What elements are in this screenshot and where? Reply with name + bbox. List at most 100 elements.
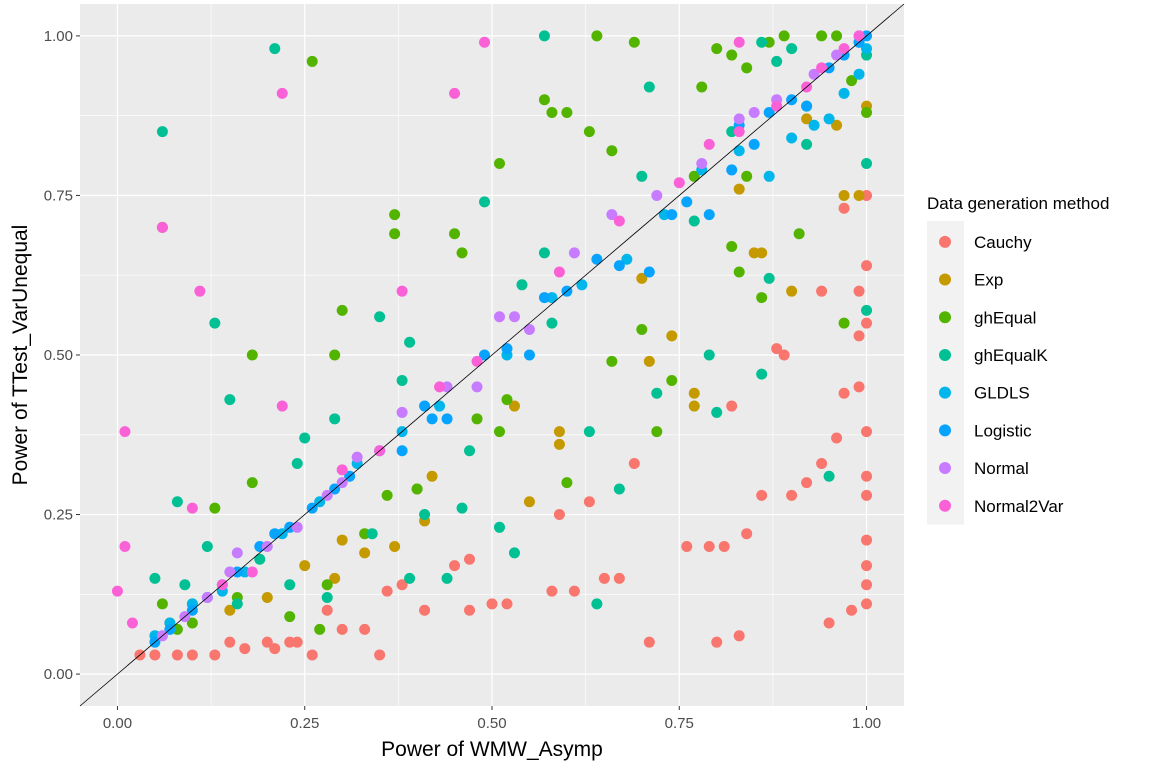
legend-label: Normal	[974, 459, 1029, 478]
data-point	[733, 145, 745, 157]
data-point	[823, 113, 835, 125]
data-point	[688, 215, 700, 227]
data-point	[696, 81, 708, 93]
data-point	[771, 55, 783, 67]
data-point	[224, 394, 236, 406]
x-tick-label: 0.25	[290, 715, 319, 732]
data-point	[838, 189, 850, 201]
data-point	[171, 496, 183, 508]
data-point	[553, 426, 565, 438]
data-point	[224, 566, 236, 578]
y-tick-label: 0.50	[44, 347, 73, 364]
data-point	[673, 177, 685, 189]
data-point	[628, 36, 640, 48]
data-point	[733, 630, 745, 642]
data-point	[576, 279, 588, 291]
data-point	[246, 349, 258, 361]
data-point	[321, 579, 333, 591]
data-point	[801, 100, 813, 112]
data-point	[816, 62, 828, 74]
data-point	[763, 272, 775, 284]
data-point	[741, 528, 753, 540]
data-point	[186, 617, 198, 629]
data-point	[606, 355, 618, 367]
reference-line	[79, 3, 905, 707]
legend-label: GLDLS	[974, 384, 1030, 403]
data-point	[823, 617, 835, 629]
series-cauchy	[134, 189, 873, 661]
data-point	[733, 183, 745, 195]
data-point	[703, 138, 715, 150]
data-point	[464, 553, 476, 565]
data-point	[456, 247, 468, 259]
data-point	[853, 381, 865, 393]
data-point	[239, 643, 251, 655]
data-point	[643, 636, 655, 648]
data-point	[726, 241, 738, 253]
data-point	[546, 585, 558, 597]
data-point	[613, 215, 625, 227]
legend-title: Data generation method	[927, 194, 1109, 213]
data-point	[793, 228, 805, 240]
data-point	[591, 30, 603, 42]
legend-key	[939, 311, 951, 324]
data-point	[636, 170, 648, 182]
data-point	[291, 457, 303, 469]
data-point	[696, 158, 708, 170]
identity-line	[79, 3, 905, 707]
data-point	[291, 636, 303, 648]
data-point	[119, 540, 131, 552]
data-point	[381, 489, 393, 501]
data-point	[396, 406, 408, 418]
data-point	[508, 547, 520, 559]
data-point	[179, 579, 191, 591]
data-point	[591, 598, 603, 610]
data-point	[441, 413, 453, 425]
data-point	[508, 400, 520, 412]
data-point	[838, 317, 850, 329]
data-point	[111, 585, 123, 597]
legend-key	[939, 273, 951, 286]
data-point	[823, 470, 835, 482]
x-tick-label: 0.50	[477, 715, 506, 732]
data-point	[321, 592, 333, 604]
data-point	[801, 113, 813, 125]
data-point	[561, 477, 573, 489]
data-point	[299, 432, 311, 444]
data-point	[471, 355, 483, 367]
data-point	[359, 547, 371, 559]
data-point	[643, 266, 655, 278]
data-point	[501, 394, 513, 406]
data-point	[471, 413, 483, 425]
data-point	[643, 355, 655, 367]
legend-label: ghEqual	[974, 308, 1036, 327]
data-point	[299, 560, 311, 572]
data-point	[269, 528, 281, 540]
data-point	[186, 649, 198, 661]
data-point	[538, 247, 550, 259]
data-point	[523, 323, 535, 335]
data-point	[613, 572, 625, 584]
data-point	[831, 432, 843, 444]
data-point	[366, 528, 378, 540]
data-point	[269, 43, 281, 55]
data-point	[568, 247, 580, 259]
data-point	[231, 547, 243, 559]
x-tick-label: 1.00	[852, 715, 881, 732]
data-point	[666, 209, 678, 221]
data-point	[733, 113, 745, 125]
legend-label: Cauchy	[974, 233, 1032, 252]
data-point	[538, 30, 550, 42]
data-point	[486, 598, 498, 610]
data-point	[711, 43, 723, 55]
data-point	[336, 464, 348, 476]
data-point	[336, 623, 348, 635]
data-point	[246, 477, 258, 489]
data-point	[756, 368, 768, 380]
data-point	[861, 579, 873, 591]
data-point	[861, 560, 873, 572]
data-point	[314, 623, 326, 635]
data-point	[419, 604, 431, 616]
data-point	[718, 540, 730, 552]
data-point	[329, 349, 341, 361]
